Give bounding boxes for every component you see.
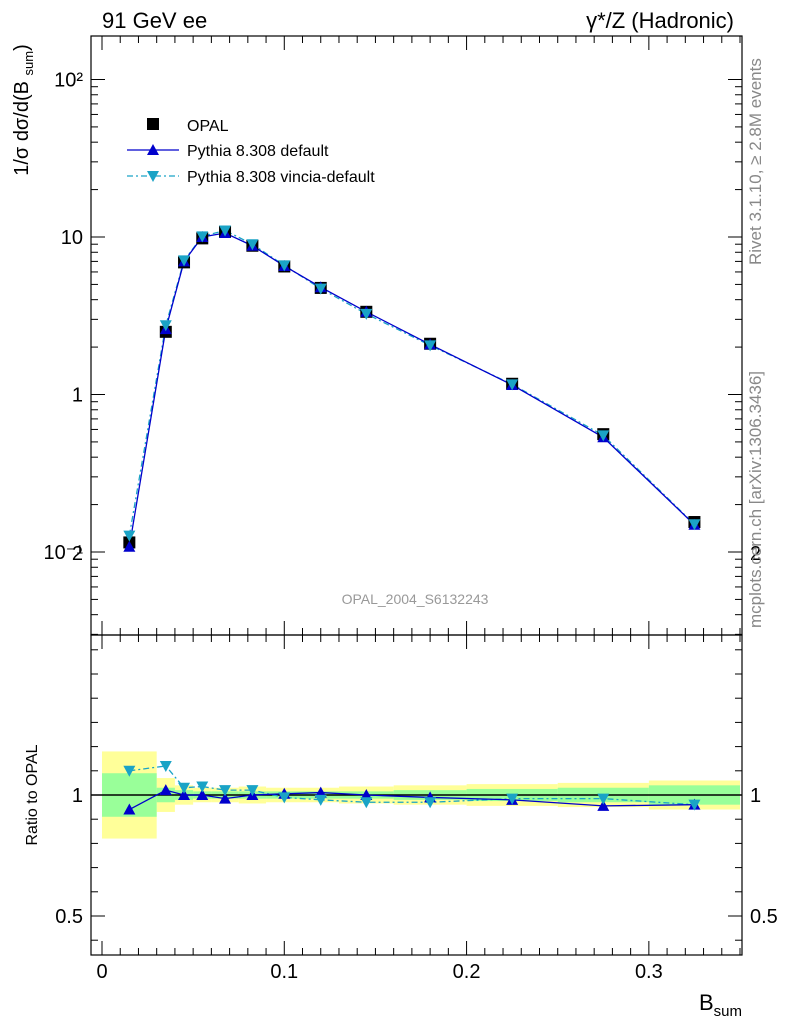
vincia-point	[424, 340, 437, 352]
vincia-point	[123, 530, 136, 542]
ratio-pythia-default-point	[219, 792, 232, 804]
ratio-y-tick-label: 0.5	[55, 906, 83, 928]
x-tick-label: 0.1	[270, 961, 298, 983]
vincia-point	[688, 519, 701, 531]
ratio-pythia-default-point	[178, 789, 191, 800]
analysis-watermark: OPAL_2004_S6132243	[342, 591, 489, 607]
vincia-point	[196, 231, 209, 243]
vincia-point	[597, 430, 610, 442]
ratio-vincia-point	[123, 765, 136, 777]
vincia-point	[178, 255, 191, 267]
vincia-point	[159, 320, 172, 332]
upper-y-tick-label: 10²	[54, 70, 83, 92]
ratio-vincia-point	[597, 793, 610, 805]
ratio-vincia-point	[688, 799, 701, 811]
upper-panel: 10⁻¹ 1 10 10² OPAL Pythia 8.308 default Pythia…	[44, 35, 743, 636]
ratio-vincia-point	[314, 794, 327, 806]
vincia-point	[506, 379, 519, 391]
legend-vincia-label: Pythia 8.308 vincia-default	[187, 169, 375, 186]
upper-y-axis-title: 1/σ dσ/d(B sum)	[11, 44, 36, 176]
ratio-vincia-point	[159, 760, 172, 772]
upper-y-axis-close: )	[11, 44, 33, 51]
ratio-vincia-point	[424, 797, 437, 809]
ratio-pythia-default-point	[196, 789, 209, 800]
pythia-default-series-line	[128, 232, 695, 547]
x-axis-title: Bsum	[699, 990, 742, 1020]
x-axis-title-main: B	[699, 990, 714, 1015]
legend-opal-label: OPAL	[187, 118, 229, 135]
ratio-pythia-default-point	[123, 803, 136, 815]
ratio-y-tick-label-right: 1	[750, 785, 761, 807]
ratio-pythia-default-point	[314, 786, 327, 798]
x-tick-label: 0	[96, 961, 107, 983]
mcplots-label: mcplots.cern.ch [arXiv:1306.3436]	[746, 371, 765, 628]
ratio-vincia-point	[178, 782, 191, 794]
upper-y-axis-subscript: sum	[21, 51, 36, 76]
ratio-pythia-default-point	[159, 784, 172, 796]
legend-vincia-marker	[147, 171, 159, 182]
upper-y-tick-label: 10	[61, 227, 83, 249]
ratio-panel: 0.5 0.5 1 1 2 2 0 0.1 0.2 0.3	[55, 543, 778, 983]
vincia-series-line	[128, 229, 695, 536]
header-left-label: 91 GeV ee	[102, 8, 207, 33]
legend-pythia-default-label: Pythia 8.308 default	[187, 143, 329, 160]
ratio-y-tick-label-right: 0.5	[750, 906, 778, 928]
x-axis-title-subscript: sum	[714, 1003, 742, 1020]
x-tick-label: 0.3	[635, 961, 663, 983]
ratio-y-tick-label-right: 2	[750, 543, 761, 565]
header-right-label: γ*/Z (Hadronic)	[586, 8, 734, 33]
lower-y-axis-title: Ratio to OPAL	[24, 744, 41, 845]
legend-opal-marker	[147, 118, 159, 130]
ratio-y-tick-label: 1	[72, 785, 83, 807]
rivet-version-label: Rivet 3.1.10, ≥ 2.8M events	[746, 58, 765, 265]
vincia-point	[360, 308, 373, 320]
vincia-point	[246, 239, 259, 251]
vincia-point	[219, 225, 232, 237]
ratio-y-tick-label: 2	[72, 543, 83, 565]
vincia-point	[314, 283, 327, 295]
ratio-vincia-point	[506, 793, 519, 805]
ratio-vincia-point	[246, 785, 259, 797]
ratio-vincia-point	[219, 785, 232, 797]
ratio-vincia-point	[278, 792, 291, 804]
ratio-pythia-default-point	[360, 789, 373, 800]
vincia-point	[278, 260, 291, 272]
legend-pythia-default-marker	[147, 144, 159, 155]
upper-y-tick-label: 1	[72, 385, 83, 407]
ratio-pythia-default-point	[597, 799, 610, 811]
upper-y-tick-label: 10⁻¹	[44, 542, 84, 564]
x-tick-label: 0.2	[453, 961, 481, 983]
ratio-vincia-point	[196, 781, 209, 793]
ratio-vincia-point	[360, 797, 373, 809]
pythia-default-point	[123, 540, 136, 552]
